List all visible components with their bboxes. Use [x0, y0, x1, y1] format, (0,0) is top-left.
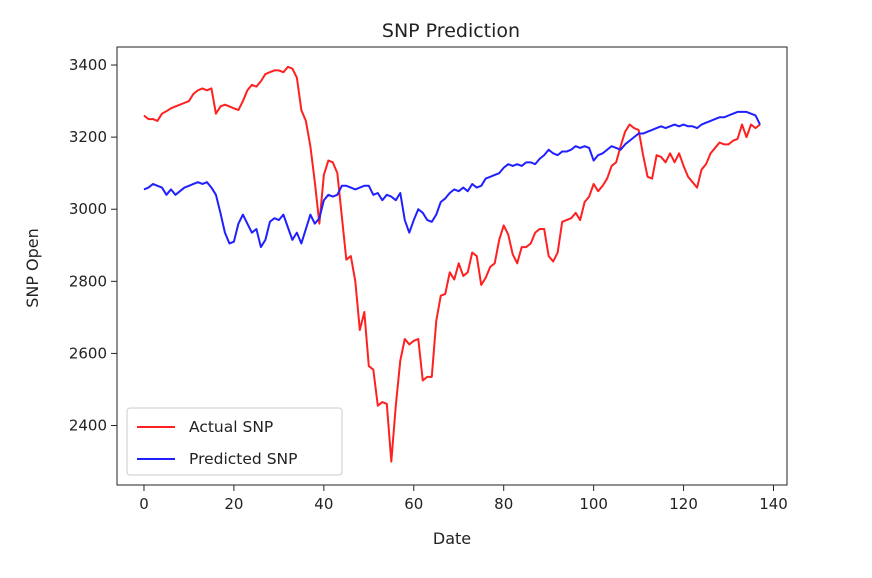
- plot-frame: [116, 46, 788, 486]
- legend: Actual SNP Predicted SNP: [126, 407, 343, 476]
- x-tick-label: 0: [139, 495, 149, 513]
- y-tick-label: 2800: [69, 272, 107, 290]
- y-tick-label: 3400: [69, 56, 107, 74]
- x-tick-label: 140: [759, 495, 788, 513]
- x-tick-label: 120: [669, 495, 698, 513]
- x-axis-label: Date: [433, 529, 471, 548]
- y-tick-label: 3000: [69, 200, 107, 218]
- plot-area: 0 20 40 60 80 100 120 140 2400 2600 2800 3000 3200 3…: [69, 46, 788, 513]
- chart-title: SNP Prediction: [382, 20, 520, 42]
- y-tick-label: 3200: [69, 128, 107, 146]
- x-tick-label: 100: [579, 495, 608, 513]
- legend-entry-label: Actual SNP: [189, 418, 273, 436]
- series-line-actual: [143, 65, 761, 463]
- y-tick-label: 2400: [69, 417, 107, 435]
- x-axis: 0 20 40 60 80 100 120 140: [139, 485, 788, 513]
- y-tick-label: 2600: [69, 344, 107, 362]
- series-line-predicted: [143, 110, 761, 249]
- y-axis-label: SNP Open: [23, 228, 42, 308]
- x-tick-label: 60: [404, 495, 423, 513]
- x-tick-label: 20: [224, 495, 243, 513]
- x-tick-label: 80: [494, 495, 513, 513]
- y-axis: 2400 2600 2800 3000 3200 3400: [69, 56, 117, 435]
- x-tick-label: 40: [314, 495, 333, 513]
- series-lines: [143, 65, 761, 463]
- legend-box: [126, 407, 343, 476]
- legend-entry-label: Predicted SNP: [189, 450, 297, 468]
